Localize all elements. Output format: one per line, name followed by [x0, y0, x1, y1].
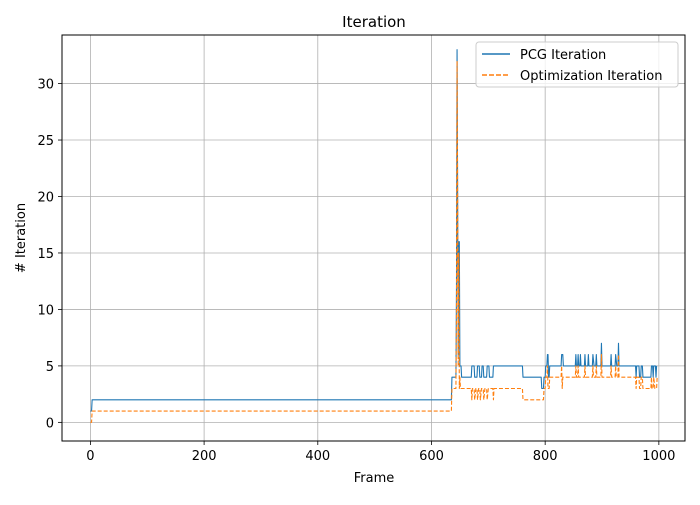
y-tick-label: 0 [46, 416, 54, 431]
x-axis-ticks: 0 200 400 600 800 1000 [86, 441, 675, 464]
legend-label-pcg: PCG Iteration [520, 48, 606, 63]
x-tick-label: 1000 [642, 449, 675, 464]
legend-box [475, 41, 679, 88]
x-tick-label: 0 [86, 449, 94, 464]
x-tick-label: 800 [533, 449, 558, 464]
chart-title: Iteration [342, 13, 406, 31]
x-tick-label: 600 [419, 449, 444, 464]
y-tick-label: 20 [37, 190, 54, 205]
x-axis-label: Frame [354, 471, 395, 486]
y-tick-label: 10 [37, 303, 54, 318]
series-lines [90, 49, 658, 423]
y-tick-label: 15 [37, 247, 54, 262]
x-tick-label: 400 [305, 449, 330, 464]
y-axis-label: # Iteration [14, 203, 29, 273]
plot-frame [61, 34, 686, 442]
y-tick-label: 5 [46, 360, 54, 375]
series-line-pcg-iteration [90, 49, 658, 412]
y-tick-label: 25 [37, 134, 54, 149]
series-line-optimization-iteration [90, 60, 658, 423]
y-axis-ticks: 0 5 10 15 20 25 30 [37, 78, 62, 431]
x-tick-label: 200 [192, 449, 217, 464]
legend-label-optimization: Optimization Iteration [520, 69, 662, 84]
legend: PCG Iteration Optimization Iteration [475, 41, 679, 88]
grid [62, 35, 685, 441]
y-tick-label: 30 [37, 78, 54, 93]
